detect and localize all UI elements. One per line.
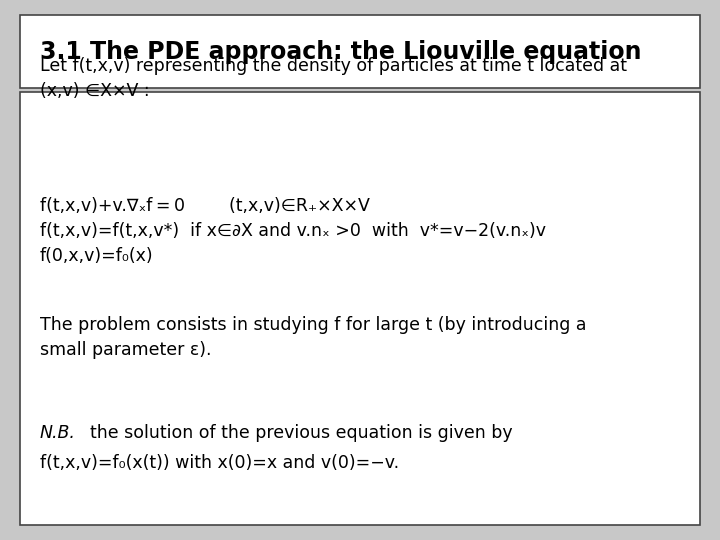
Text: N.B.: N.B. (40, 424, 76, 442)
Text: 3.1 The PDE approach: the Liouville equation: 3.1 The PDE approach: the Liouville equa… (40, 39, 641, 64)
Text: Let f(t,x,v) representing the density of particles at time t located at
(x,v) ∈X: Let f(t,x,v) representing the density of… (40, 57, 626, 100)
Text: The problem consists in studying f for large t (by introducing a
small parameter: The problem consists in studying f for l… (40, 316, 586, 359)
Text: f(t,x,v)+v.∇ₓf = 0        (t,x,v)∈R₊×X×V
f(t,x,v)=f(t,x,v*)  if x∈∂X and v.nₓ >0: f(t,x,v)+v.∇ₓf = 0 (t,x,v)∈R₊×X×V f(t,x,… (40, 197, 546, 265)
Text: f(t,x,v)=f₀(x(t)) with x(0)=x and v(0)=−v.: f(t,x,v)=f₀(x(t)) with x(0)=x and v(0)=−… (40, 454, 399, 471)
FancyBboxPatch shape (20, 15, 700, 88)
FancyBboxPatch shape (20, 92, 700, 525)
Text: the solution of the previous equation is given by: the solution of the previous equation is… (79, 424, 513, 442)
